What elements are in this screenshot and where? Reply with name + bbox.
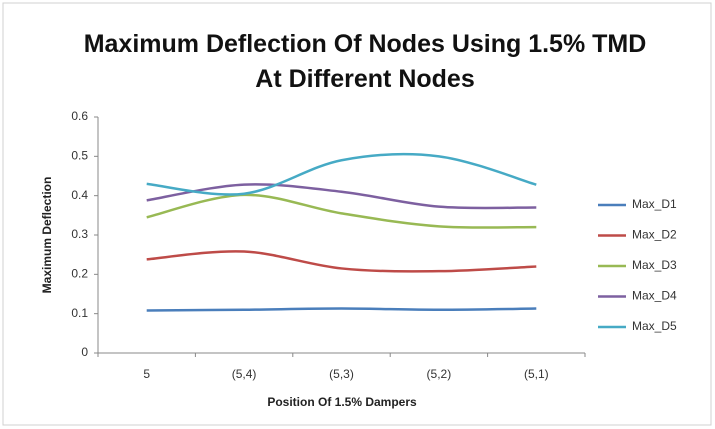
x-axis-label: Position Of 1.5% Dampers <box>267 395 417 409</box>
legend-label: Max_D1 <box>632 197 677 211</box>
legend-label: Max_D4 <box>632 289 677 303</box>
x-tick-label: (5,4) <box>232 367 257 381</box>
y-tick-label: 0.5 <box>71 149 88 163</box>
legend-label: Max_D5 <box>632 319 677 333</box>
x-tick-label: 5 <box>143 367 150 381</box>
legend-label: Max_D3 <box>632 258 677 272</box>
y-tick-label: 0 <box>81 345 88 359</box>
y-tick-label: 0.2 <box>71 267 88 281</box>
y-tick-label: 0.1 <box>71 306 88 320</box>
y-tick-label: 0.3 <box>71 227 88 241</box>
x-tick-label: (5,2) <box>427 367 452 381</box>
y-axis-label: Maximum Deflection <box>40 177 54 294</box>
chart-title: Maximum Deflection Of Nodes Using 1.5% T… <box>84 30 647 93</box>
y-tick-label: 0.4 <box>71 188 88 202</box>
y-tick-label: 0.6 <box>71 109 88 123</box>
x-tick-label: (5,1) <box>524 367 549 381</box>
legend-label: Max_D2 <box>632 228 677 242</box>
series-line <box>146 152 537 196</box>
series-line <box>146 307 537 312</box>
series-line <box>146 250 537 273</box>
series-line <box>146 183 537 210</box>
series-line <box>146 193 537 229</box>
x-tick-label: (5,3) <box>329 367 354 381</box>
